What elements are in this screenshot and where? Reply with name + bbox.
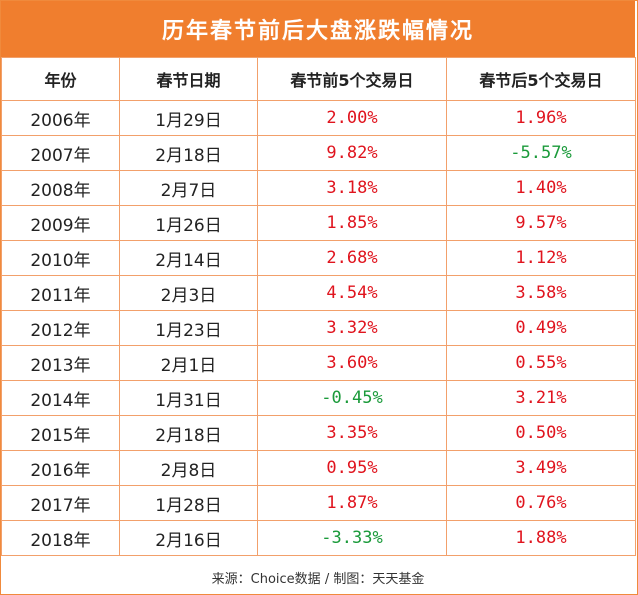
year-cell: 2007年 xyxy=(1,135,120,171)
after-cell: 0.76% xyxy=(446,485,636,521)
date-cell: 1月31日 xyxy=(119,380,258,416)
date-cell: 2月18日 xyxy=(119,415,258,451)
before-cell: 0.95% xyxy=(257,450,447,486)
table-row: 2007年 2月18日 9.82% -5.57% xyxy=(1,135,636,171)
table-row: 2016年 2月8日 0.95% 3.49% xyxy=(1,450,636,486)
date-cell: 2月18日 xyxy=(119,135,258,171)
before-cell: 3.32% xyxy=(257,310,447,346)
before-cell: 2.00% xyxy=(257,100,447,136)
table-row: 2009年 1月26日 1.85% 9.57% xyxy=(1,205,636,241)
date-cell: 2月16日 xyxy=(119,520,258,556)
year-cell: 2006年 xyxy=(1,100,120,136)
table-row: 2012年 1月23日 3.32% 0.49% xyxy=(1,310,636,346)
after-cell: 0.49% xyxy=(446,310,636,346)
after-cell: 9.57% xyxy=(446,205,636,241)
header-after: 春节后5个交易日 xyxy=(446,57,636,101)
date-cell: 1月29日 xyxy=(119,100,258,136)
source-note: 来源：Choice数据 / 制图：天天基金 xyxy=(211,572,425,587)
after-cell: 1.12% xyxy=(446,240,636,276)
before-cell: -0.45% xyxy=(257,380,447,416)
date-cell: 2月7日 xyxy=(119,170,258,206)
table-row: 2010年 2月14日 2.68% 1.12% xyxy=(1,240,636,276)
data-table: 年份 春节日期 春节前5个交易日 春节后5个交易日 2006年 1月29日 2.00… xyxy=(1,57,636,556)
date-cell: 1月23日 xyxy=(119,310,258,346)
header-before: 春节前5个交易日 xyxy=(257,57,447,101)
year-cell: 2009年 xyxy=(1,205,120,241)
after-cell: 1.88% xyxy=(446,520,636,556)
year-cell: 2013年 xyxy=(1,345,120,381)
date-cell: 2月3日 xyxy=(119,275,258,311)
header-year: 年份 xyxy=(1,57,120,101)
header-row: 年份 春节日期 春节前5个交易日 春节后5个交易日 xyxy=(1,57,636,101)
after-cell: -5.57% xyxy=(446,135,636,171)
date-cell: 1月26日 xyxy=(119,205,258,241)
after-cell: 3.58% xyxy=(446,275,636,311)
table-row: 2006年 1月29日 2.00% 1.96% xyxy=(1,100,636,136)
table-row: 2013年 2月1日 3.60% 0.55% xyxy=(1,345,636,381)
year-cell: 2008年 xyxy=(1,170,120,206)
date-cell: 2月8日 xyxy=(119,450,258,486)
before-cell: -3.33% xyxy=(257,520,447,556)
after-cell: 1.96% xyxy=(446,100,636,136)
after-cell: 1.40% xyxy=(446,170,636,206)
before-cell: 1.87% xyxy=(257,485,447,521)
year-cell: 2011年 xyxy=(1,275,120,311)
before-cell: 4.54% xyxy=(257,275,447,311)
date-cell: 1月28日 xyxy=(119,485,258,521)
table-row: 2018年 2月16日 -3.33% 1.88% xyxy=(1,520,636,556)
table-row: 2014年 1月31日 -0.45% 3.21% xyxy=(1,380,636,416)
year-cell: 2016年 xyxy=(1,450,120,486)
year-cell: 2012年 xyxy=(1,310,120,346)
after-cell: 3.49% xyxy=(446,450,636,486)
after-cell: 0.55% xyxy=(446,345,636,381)
header-date: 春节日期 xyxy=(119,57,258,101)
year-cell: 2014年 xyxy=(1,380,120,416)
table-row: 2017年 1月28日 1.87% 0.76% xyxy=(1,485,636,521)
date-cell: 2月1日 xyxy=(119,345,258,381)
after-cell: 0.50% xyxy=(446,415,636,451)
table-title: 历年春节前后大盘涨跌幅情况 xyxy=(1,1,635,57)
year-cell: 2015年 xyxy=(1,415,120,451)
before-cell: 9.82% xyxy=(257,135,447,171)
year-cell: 2010年 xyxy=(1,240,120,276)
year-cell: 2018年 xyxy=(1,520,120,556)
before-cell: 3.18% xyxy=(257,170,447,206)
before-cell: 1.85% xyxy=(257,205,447,241)
before-cell: 2.68% xyxy=(257,240,447,276)
after-cell: 3.21% xyxy=(446,380,636,416)
before-cell: 3.60% xyxy=(257,345,447,381)
table-row: 2008年 2月7日 3.18% 1.40% xyxy=(1,170,636,206)
date-cell: 2月14日 xyxy=(119,240,258,276)
table-row: 2011年 2月3日 4.54% 3.58% xyxy=(1,275,636,311)
table-row: 2015年 2月18日 3.35% 0.50% xyxy=(1,415,636,451)
before-cell: 3.35% xyxy=(257,415,447,451)
year-cell: 2017年 xyxy=(1,485,120,521)
